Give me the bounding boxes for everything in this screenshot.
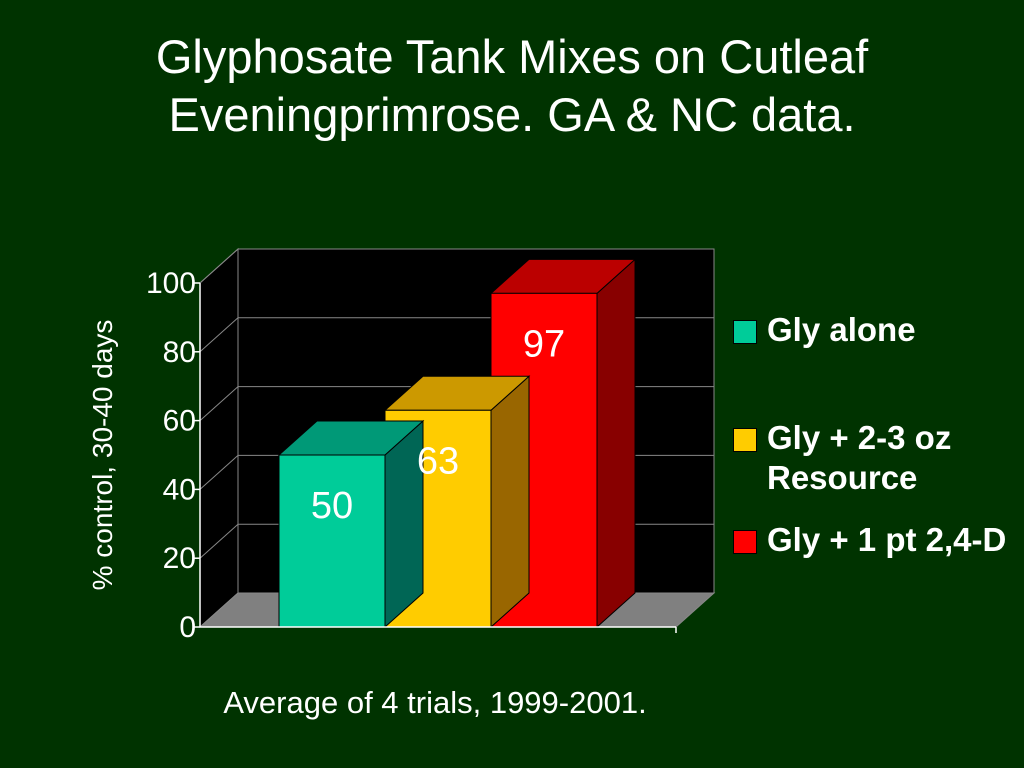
data-label-gly-alone: 50 [311,485,353,527]
y-tick-label-20: 20 [163,542,196,575]
data-label-gly-1-pt-2-4-d: 97 [523,323,565,365]
y-tick-label-100: 100 [146,267,196,300]
bar-gly-alone [278,454,386,628]
side-wall [199,247,239,629]
legend-label-gly-resource: Gly + 2-3 oz Resource [767,419,952,496]
y-tick-label-0: 0 [179,611,196,644]
legend-swatch-gly-24d [733,530,757,554]
y-tick-label-40: 40 [163,473,196,506]
chart-bars: 50 63 97 [277,258,637,629]
gridline-side-40 [199,455,239,490]
footnote: Average of 4 trials, 1999-2001. [223,685,647,720]
bar-side-gly-1-pt-2-4-d [596,258,636,629]
gridline-side-60 [199,386,239,421]
legend-label-gly-24d: Gly + 1 pt 2,4-D [767,521,1007,558]
y-tick-label-60: 60 [163,405,196,438]
legend-label-gly-alone: Gly alone [767,311,916,348]
bar-side-gly-2-3-oz-resource [490,375,530,629]
y-tick-label-80: 80 [163,336,196,369]
y-axis-ticks: 0 20 40 60 80 100 [146,267,677,644]
y-axis-label: % control, 30-40 days [87,320,118,591]
slide-title: Glyphosate Tank Mixes on Cutleaf Evening… [0,28,1024,144]
legend-swatch-gly-alone [733,320,757,344]
legend-swatch-gly-resource [733,428,757,452]
title-line-1: Glyphosate Tank Mixes on Cutleaf [155,30,869,83]
gridline-side-100 [199,248,239,284]
gridline-side-20 [199,523,239,559]
gridline-side-80 [199,317,239,353]
title-line-2: Eveningprimrose. GA & NC data. [168,88,856,141]
data-label-gly-2-3-oz-resource: 63 [417,440,459,482]
